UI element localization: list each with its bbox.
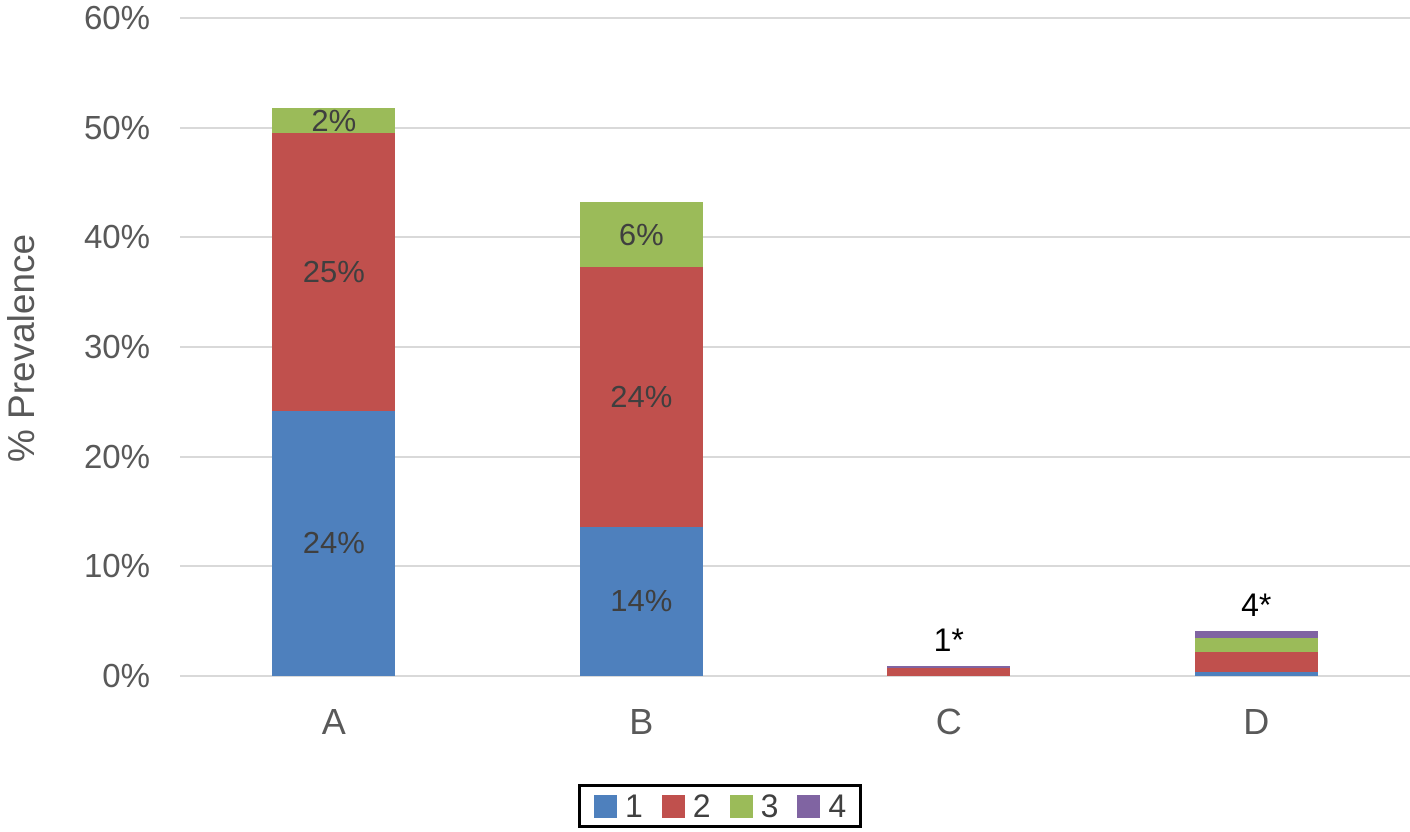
y-tick-label: 10%: [83, 547, 150, 585]
bar-outside-label: 4*: [1241, 587, 1272, 624]
gridline: [180, 126, 1410, 129]
bar-segment: [887, 668, 1011, 676]
legend-item: 3: [729, 788, 779, 824]
x-tick-label: C: [935, 701, 962, 742]
bar-segment: [1194, 631, 1318, 638]
gridline: [180, 675, 1410, 677]
legend-item-label: 3: [760, 788, 779, 824]
legend-swatch: [661, 794, 685, 818]
segment-label: 25%: [302, 253, 365, 289]
y-tick-label: 30%: [83, 328, 150, 365]
bar-segment: [1194, 671, 1318, 676]
y-tick-label: 40%: [83, 218, 150, 256]
gridline: [180, 346, 1410, 348]
legend-item: 2: [661, 788, 711, 824]
bar-segment: [579, 266, 703, 527]
legend-item-label: 4: [828, 788, 847, 824]
bar-segment: [1194, 637, 1318, 652]
gridline: [180, 236, 1410, 239]
segment-label: 14%: [610, 583, 673, 619]
legend: 1 2 3 4: [578, 784, 863, 828]
x-tick-label: A: [321, 701, 346, 742]
y-tick-label: 50%: [83, 108, 150, 146]
legend-swatch: [594, 794, 617, 818]
x-tick-label: B: [629, 701, 654, 742]
legend-swatch: [729, 794, 753, 818]
bar-segment: [579, 526, 703, 676]
x-tick-label: D: [1243, 701, 1270, 742]
bar-segment: [1194, 651, 1318, 672]
y-tick-label: 60%: [83, 0, 150, 36]
legend-swatch: [797, 794, 821, 818]
bar-segment: [272, 410, 396, 676]
y-tick-label: 20%: [83, 437, 150, 475]
legend-item-label: 1: [625, 788, 643, 824]
legend-item-label: 2: [692, 788, 711, 824]
gridline: [180, 455, 1410, 458]
y-tick-label: 0%: [102, 657, 150, 694]
segment-label: 24%: [610, 378, 673, 414]
bar-segment: [887, 666, 1011, 669]
bar-segment: [272, 107, 396, 134]
segment-label: 6%: [618, 216, 664, 252]
bar-segment: [579, 202, 703, 267]
bar-outside-label: 1*: [933, 622, 964, 659]
legend-item: 1: [594, 790, 643, 822]
gridline: [180, 565, 1410, 568]
bar-segment: [272, 133, 396, 411]
legend-item: 4: [797, 790, 846, 822]
segment-label: 2%: [311, 102, 357, 138]
gridline: [180, 17, 1410, 19]
segment-label: 24%: [302, 525, 365, 561]
